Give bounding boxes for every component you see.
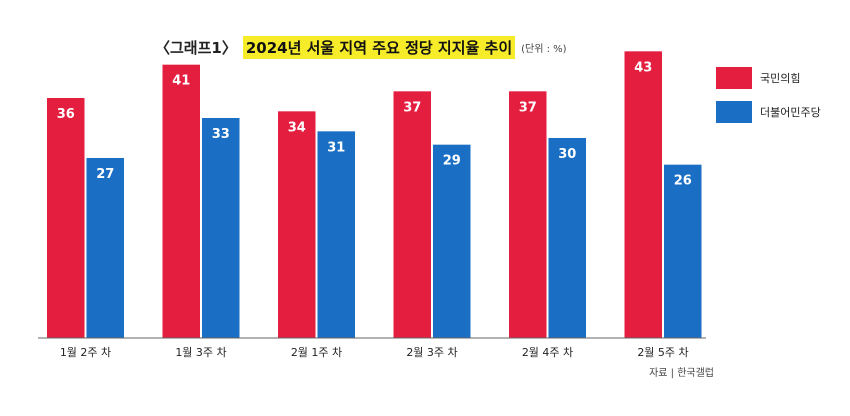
- data-label-dpk-5: 26: [674, 174, 692, 189]
- bar-dpk-1: [202, 118, 240, 338]
- data-label-ppp-1: 41: [172, 74, 190, 89]
- x-tick-label-3: 2월 3주 차: [406, 346, 457, 359]
- legend-label-dpk: 더불어민주당: [760, 106, 821, 119]
- chart-title-prefix: 〈그래프1〉: [155, 38, 237, 57]
- legend-swatch-blue: [716, 101, 752, 123]
- legend-item-ppp: 국민의힘: [716, 66, 821, 90]
- x-tick-label-0: 1월 2주 차: [60, 346, 111, 359]
- data-label-ppp-3: 37: [403, 100, 421, 115]
- data-label-dpk-3: 29: [443, 154, 461, 169]
- legend-label-ppp: 국민의힘: [760, 72, 801, 85]
- bar-dpk-5: [664, 164, 702, 338]
- bar-ppp-5: [624, 51, 662, 338]
- data-label-dpk-4: 30: [558, 147, 576, 162]
- x-tick-label-4: 2월 4주 차: [522, 346, 573, 359]
- data-label-ppp-5: 43: [634, 60, 652, 75]
- bar-dpk-3: [433, 144, 471, 338]
- data-label-ppp-4: 37: [519, 100, 537, 115]
- data-label-ppp-0: 36: [57, 107, 75, 122]
- bar-dpk-4: [548, 138, 586, 338]
- chart-title: 〈그래프1〉 2024년 서울 지역 주요 정당 지지율 추이 (단위 : %): [155, 34, 567, 60]
- bar-ppp-2: [278, 111, 316, 338]
- chart-title-main: 2024년 서울 지역 주요 정당 지지율 추이: [242, 35, 516, 59]
- bar-ppp-1: [162, 64, 200, 339]
- legend-item-dpk: 더불어민주당: [716, 100, 821, 124]
- bar-ppp-4: [509, 91, 547, 338]
- bar-dpk-0: [86, 158, 124, 338]
- legend: 국민의힘 더불어민주당: [716, 66, 821, 134]
- x-tick-label-2: 2월 1주 차: [291, 346, 342, 359]
- data-label-ppp-2: 34: [288, 120, 306, 135]
- bar-dpk-2: [317, 131, 355, 338]
- source-note: 자료 | 한국갤럽: [649, 368, 714, 379]
- x-tick-label-5: 2월 5주 차: [637, 346, 688, 359]
- data-label-dpk-0: 27: [96, 167, 114, 182]
- data-label-dpk-2: 31: [327, 140, 345, 155]
- bar-ppp-3: [393, 91, 431, 338]
- legend-swatch-red: [716, 67, 752, 89]
- data-label-dpk-1: 33: [212, 127, 230, 142]
- chart-unit-label: (단위 : %): [521, 43, 567, 55]
- x-tick-label-1: 1월 3주 차: [175, 346, 226, 359]
- bar-ppp-0: [47, 98, 85, 338]
